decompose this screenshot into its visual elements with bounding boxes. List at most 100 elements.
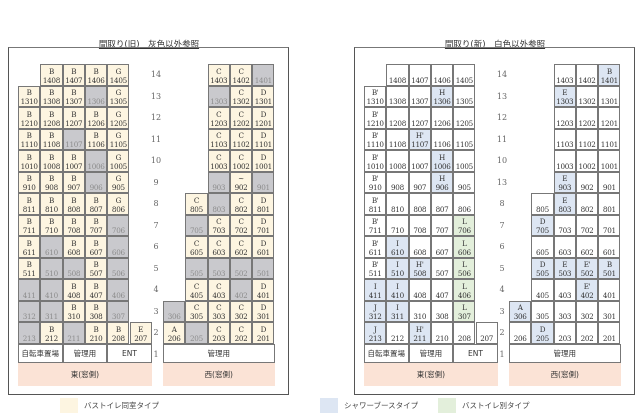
floor-number: 8 (153, 199, 159, 208)
room-cell: B 1308 (40, 85, 63, 107)
room-type (164, 303, 184, 312)
room-number: 203 (212, 333, 226, 343)
room-cell: 210 (430, 322, 454, 344)
room-type: G (115, 174, 122, 183)
room-type (432, 217, 452, 226)
room-number: 811 (368, 204, 382, 214)
room-number: 1210 (366, 118, 384, 128)
room-type (577, 110, 597, 119)
ground-floor-area: 管理用 (163, 343, 275, 363)
room-cell: 605 (531, 236, 554, 258)
room-type: I (373, 281, 377, 291)
room-number: 702 (580, 226, 594, 235)
room-cell: C 1403 (207, 64, 230, 86)
room-number: 302 (580, 312, 594, 321)
room-number: 907 (67, 183, 81, 192)
room-number: 701 (256, 226, 270, 235)
room-type: C (216, 281, 222, 291)
room-cell: B' 811 (364, 193, 387, 215)
room-type (108, 239, 128, 248)
room-number: 607 (89, 247, 103, 257)
room-cell: B 1401 (598, 64, 621, 86)
room-cell: B' 711 (364, 214, 387, 236)
room-cell: C 1302 (229, 85, 253, 107)
room-number: 907 (413, 183, 427, 192)
room-number: 1103 (210, 140, 228, 149)
room-type: B (26, 238, 32, 248)
room-number: 803 (212, 204, 226, 214)
panel-title: 間取り(新) 白色以外参照 (444, 40, 546, 50)
room-cell: 411 (18, 279, 41, 301)
room-type: H' (415, 131, 424, 140)
room-number: 810 (391, 204, 404, 214)
room-cell: 1303 (207, 85, 230, 107)
room-number: 208 (457, 333, 471, 343)
room-cell: 508 (62, 257, 85, 279)
room-number: 805 (536, 204, 549, 214)
room-type: H' (415, 260, 424, 269)
room-number: 903 (212, 183, 226, 192)
room-cell: E' 402 (575, 279, 599, 301)
floor-number: 5 (153, 263, 159, 273)
room-type: C (193, 195, 200, 205)
room-type: D (260, 238, 267, 248)
room-cell: 710 (386, 214, 409, 236)
room-cell: I 311 (386, 300, 409, 322)
room-type: E (562, 88, 568, 97)
room-number: 1301 (254, 97, 272, 106)
room-number: 1310 (20, 97, 38, 106)
room-cell: 1307 (408, 85, 431, 107)
room-number: 503 (558, 269, 572, 278)
room-number: 701 (602, 226, 616, 235)
room-cell: 902 (575, 171, 599, 193)
room-number: 1210 (20, 118, 38, 128)
room-number: 1403 (210, 75, 228, 85)
room-type: B (71, 174, 77, 183)
west-window-side-band: 西(窓側) (509, 363, 621, 386)
room-number: 1203 (210, 118, 228, 128)
room-number: 1403 (556, 75, 574, 85)
room-number: 1208 (388, 118, 406, 128)
room-type: C (193, 281, 200, 291)
room-cell: 502 (229, 257, 253, 279)
room-number: 1105 (455, 140, 473, 149)
room-number: 602 (234, 247, 248, 257)
room-cell: G 1405 (107, 64, 130, 86)
room-cell: E 1303 (553, 85, 576, 107)
room-type: L (462, 281, 467, 291)
room-number: 1010 (366, 161, 384, 171)
ground-floor-area: 管理用 (62, 343, 108, 363)
room-number: 301 (602, 312, 616, 321)
room-number: 803 (558, 204, 572, 214)
room-number: 1208 (42, 118, 60, 128)
room-cell: 205 (185, 322, 208, 344)
room-number: 1206 (87, 118, 105, 128)
floor-number: 3 (499, 306, 505, 316)
room-cell: 810 (386, 193, 409, 215)
room-cell: D 1201 (252, 107, 275, 129)
room-number: 708 (67, 226, 81, 235)
room-number: 1302 (578, 97, 596, 106)
room-cell: 203 (553, 322, 576, 344)
room-number: 1006 (87, 161, 105, 171)
room-type: G (115, 109, 122, 119)
room-cell: G 905 (107, 171, 130, 193)
room-type (64, 260, 84, 269)
room-cell: 1101 (598, 128, 621, 150)
room-cell: C 702 (229, 214, 253, 236)
room-number: 1406 (433, 75, 451, 85)
room-type (41, 303, 61, 312)
room-cell: C 1103 (207, 128, 230, 150)
room-type: ~ (238, 174, 244, 183)
room-cell: B 1206 (84, 107, 108, 129)
room-number: 1310 (366, 97, 384, 106)
room-number: 802 (580, 204, 594, 214)
room-cell: 1205 (453, 107, 476, 129)
ground-floor-area: 自転車置場 (18, 343, 63, 363)
room-type: E (562, 174, 568, 183)
room-cell: 1208 (386, 107, 409, 129)
floor-number: 10 (496, 156, 508, 165)
floor-number: 13 (496, 177, 508, 187)
room-cell: G 1105 (107, 128, 130, 150)
room-number: 807 (89, 204, 103, 214)
